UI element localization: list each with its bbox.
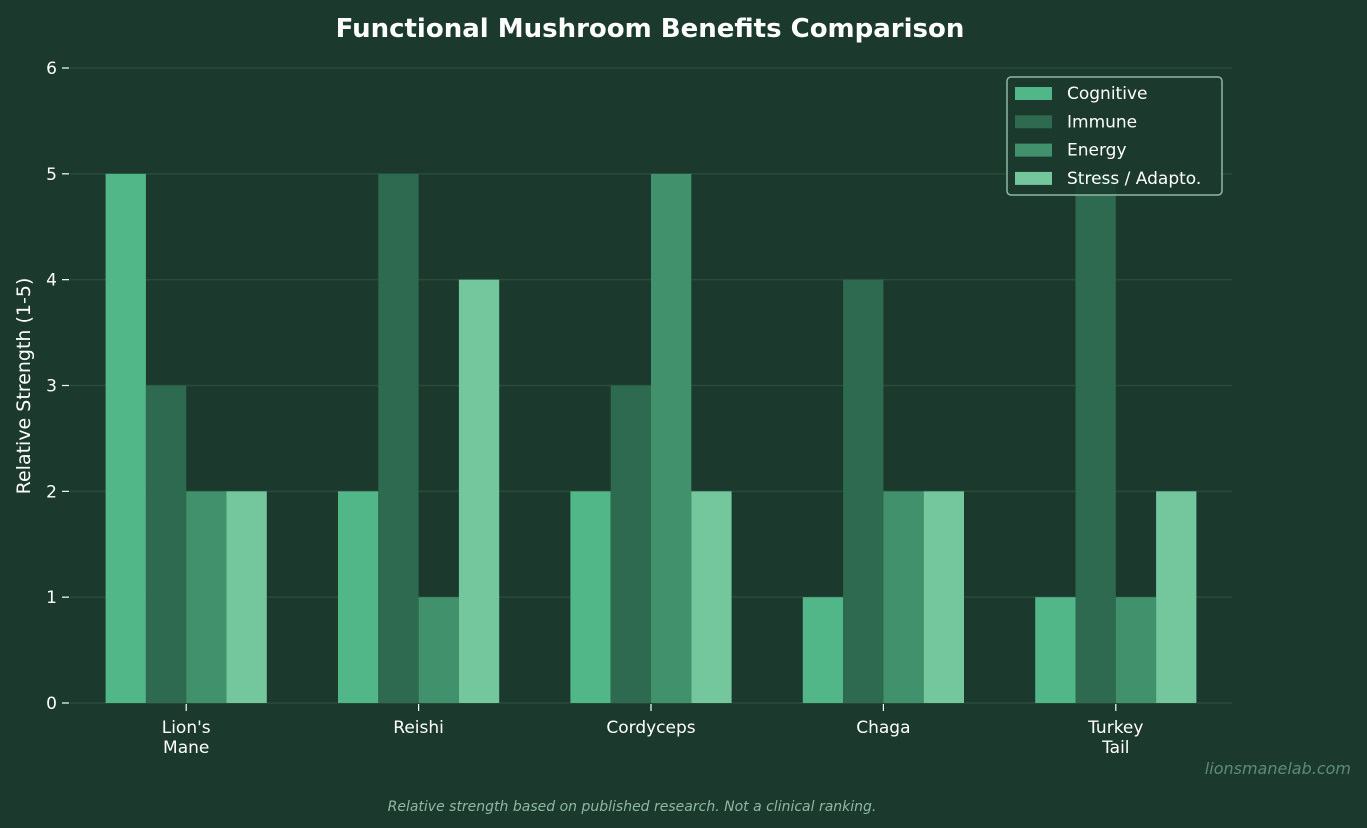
- bar-cognitive: [802, 597, 844, 703]
- x-tick-label: Turkey: [1087, 718, 1143, 738]
- bar-cognitive: [1035, 597, 1076, 703]
- bar-immune: [145, 385, 187, 703]
- bar-immune: [843, 279, 884, 703]
- bar-immune: [378, 173, 419, 704]
- bar-stress-adapto-: [226, 491, 267, 703]
- legend-label: Cognitive: [1067, 84, 1147, 104]
- legend-label: Immune: [1067, 112, 1137, 132]
- legend-swatch: [1015, 115, 1052, 129]
- y-tick-label: 3: [46, 377, 57, 397]
- legend-label: Energy: [1067, 141, 1127, 161]
- legend: Cognitive Immune Energy Stress / Adapto.: [1006, 76, 1223, 196]
- bar-energy: [1115, 597, 1157, 703]
- bar-stress-adapto-: [923, 491, 964, 703]
- legend-swatch: [1015, 143, 1052, 157]
- bar-cognitive: [570, 491, 611, 703]
- x-tick-label: Tail: [1101, 738, 1129, 758]
- y-tick-label: 0: [46, 694, 57, 714]
- bar-cognitive: [105, 173, 146, 704]
- legend-swatch: [1015, 87, 1052, 100]
- x-tick-label: Reishi: [393, 718, 444, 738]
- bar-immune: [1075, 173, 1116, 704]
- y-tick-label: 4: [46, 271, 57, 291]
- bar-energy: [186, 491, 227, 703]
- legend-label: Stress / Adapto.: [1067, 169, 1201, 189]
- bar-stress-adapto-: [1156, 491, 1197, 703]
- x-tick-label: Lion's: [162, 718, 211, 738]
- y-tick-label: 5: [46, 165, 57, 185]
- bar-immune: [610, 385, 651, 703]
- bar-energy: [883, 491, 924, 703]
- bar-cognitive: [338, 491, 379, 703]
- legend-box: [1006, 76, 1223, 196]
- bar-energy: [651, 173, 692, 704]
- x-tick-label: Mane: [163, 738, 209, 758]
- legend-swatch: [1015, 171, 1052, 185]
- x-tick-label: Chaga: [856, 718, 910, 738]
- chart-title: Functional Mushroom Benefits Comparison: [336, 14, 965, 44]
- bar-stress-adapto-: [458, 279, 500, 703]
- bar-stress-adapto-: [691, 491, 732, 703]
- x-tick-label: Cordyceps: [606, 718, 695, 738]
- y-tick-label: 6: [46, 59, 57, 79]
- y-axis-label: Relative Strength (1-5): [13, 278, 35, 495]
- y-tick-label: 1: [46, 588, 57, 608]
- bar-energy: [418, 597, 459, 703]
- watermark: lionsmanelab.com: [1205, 759, 1351, 778]
- footnote: Relative strength based on published res…: [388, 799, 877, 815]
- y-tick-label: 2: [46, 482, 57, 502]
